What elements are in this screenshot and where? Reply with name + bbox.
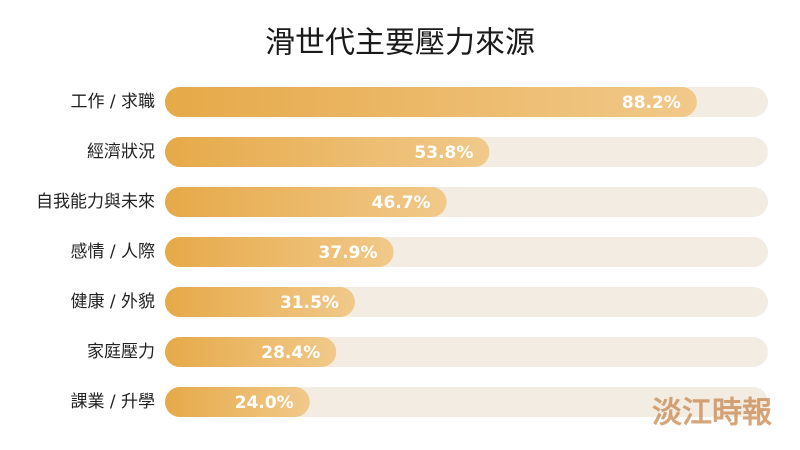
value-label: 28.4% xyxy=(261,343,320,363)
bar xyxy=(165,87,697,117)
category-label: 自我能力與未來 xyxy=(36,192,155,212)
bar xyxy=(165,187,447,217)
bar xyxy=(165,137,490,167)
bar-track xyxy=(165,387,768,417)
category-label: 健康 / 外貌 xyxy=(70,292,155,312)
chart-title: 滑世代主要壓力來源 xyxy=(265,26,535,61)
bar xyxy=(165,337,337,367)
category-label: 感情 / 人際 xyxy=(70,242,155,262)
category-label: 課業 / 升學 xyxy=(70,392,155,412)
value-label: 88.2% xyxy=(622,93,681,113)
value-label: 37.9% xyxy=(319,243,378,263)
bar xyxy=(165,387,310,417)
value-label: 53.8% xyxy=(414,143,473,163)
value-label: 46.7% xyxy=(372,193,431,213)
bar xyxy=(165,237,394,267)
category-label: 工作 / 求職 xyxy=(70,92,155,112)
category-label: 經濟狀況 xyxy=(87,142,155,162)
category-label: 家庭壓力 xyxy=(87,342,155,362)
watermark: 淡江時報 xyxy=(652,396,773,431)
value-label: 31.5% xyxy=(280,293,339,313)
value-label: 24.0% xyxy=(235,393,294,413)
bar xyxy=(165,287,355,317)
